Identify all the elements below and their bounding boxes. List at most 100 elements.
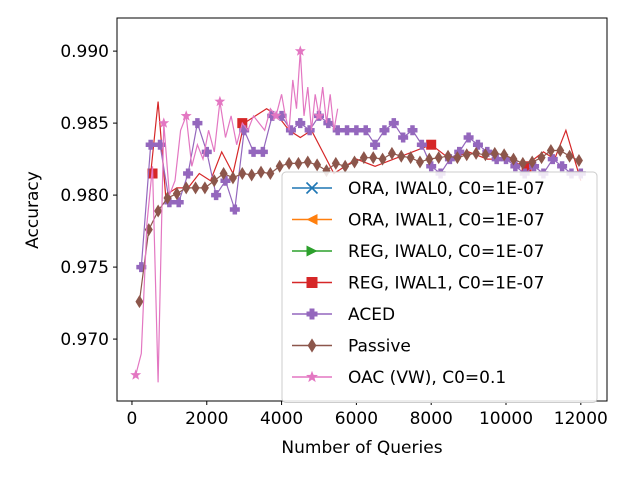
data-point <box>173 197 184 208</box>
legend-marker <box>306 370 318 383</box>
y-tick-label: 0.975 <box>60 258 109 278</box>
data-point <box>398 132 409 143</box>
data-point <box>388 118 399 129</box>
data-point <box>426 139 437 150</box>
data-point <box>574 154 583 168</box>
x-tick-label: 0 <box>127 409 138 429</box>
x-tick-label: 8000 <box>410 409 453 429</box>
legend-box <box>281 171 598 403</box>
data-point <box>379 125 390 136</box>
y-ticks: 0.970 0.975 0.980 0.985 0.990 <box>60 42 117 350</box>
data-point <box>491 154 502 165</box>
data-point <box>472 146 481 160</box>
data-point <box>434 151 443 165</box>
y-tick-label: 0.990 <box>60 42 109 62</box>
legend-item-reg-iwal1-c0-1e-07: REG, IWAL1, C0=1E-07 <box>292 274 544 294</box>
data-point <box>463 132 474 143</box>
data-point <box>229 204 240 215</box>
data-point <box>501 154 512 165</box>
legend-marker <box>306 214 318 225</box>
data-point <box>462 148 471 162</box>
data-point <box>295 118 306 129</box>
data-point <box>155 139 166 150</box>
data-point <box>201 146 212 157</box>
x-tick-label: 6000 <box>335 409 378 429</box>
data-point <box>257 146 268 157</box>
legend-label: REG, IWAL1, C0=1E-07 <box>348 274 544 294</box>
data-point <box>313 110 325 121</box>
legend-item-aced: ACED <box>292 305 395 325</box>
data-point <box>275 159 284 173</box>
legend-label: ORA, IWAL1, C0=1E-07 <box>348 211 545 231</box>
legend-label: ACED <box>348 305 395 325</box>
data-point <box>294 156 303 170</box>
data-point <box>172 187 181 201</box>
data-point <box>331 156 340 170</box>
data-point <box>547 154 558 165</box>
data-point <box>219 167 228 181</box>
data-point <box>453 151 462 165</box>
data-point <box>257 165 266 179</box>
data-point <box>303 155 312 169</box>
data-point <box>276 110 287 121</box>
data-point <box>267 110 278 121</box>
data-point <box>154 204 163 218</box>
x-tick-label: 4000 <box>260 409 303 429</box>
data-point <box>342 125 353 136</box>
data-point <box>472 139 483 150</box>
legend-marker <box>307 338 317 353</box>
x-tick-label: 12000 <box>554 409 608 429</box>
data-point <box>359 151 368 165</box>
x-axis-label: Number of Queries <box>281 438 442 458</box>
x-tick-label: 10000 <box>479 409 533 429</box>
data-point <box>360 125 371 136</box>
series-line <box>135 51 339 383</box>
data-point <box>490 146 499 160</box>
legend: ORA, IWAL0, C0=1E-07 ORA, IWAL1, C0=1E-07… <box>281 171 598 403</box>
data-point <box>397 149 406 163</box>
data-point <box>521 161 532 172</box>
data-point <box>454 146 465 157</box>
data-point <box>509 152 518 166</box>
y-tick-label: 0.985 <box>60 114 109 134</box>
series-oac-vw-c0-0-1 <box>130 45 339 383</box>
data-point <box>313 158 322 172</box>
legend-marker <box>306 277 318 288</box>
data-point <box>239 125 250 136</box>
data-point <box>304 125 315 136</box>
data-point <box>406 151 415 165</box>
x-ticks: 0 2000 4000 6000 8000 10000 12000 <box>127 401 608 429</box>
data-point <box>210 174 219 188</box>
data-point <box>200 181 209 195</box>
data-point <box>180 110 192 121</box>
legend-label: ORA, IWAL0, C0=1E-07 <box>348 179 545 199</box>
data-point <box>425 152 434 166</box>
data-point <box>183 168 194 179</box>
data-point <box>130 369 142 380</box>
data-point <box>145 139 156 150</box>
data-point <box>444 149 453 163</box>
data-point <box>214 95 226 107</box>
data-point <box>546 143 555 157</box>
data-point <box>416 139 427 150</box>
data-point <box>500 148 509 162</box>
data-point <box>481 148 490 162</box>
data-point <box>191 181 200 195</box>
legend-marker <box>305 181 319 195</box>
series-passive <box>135 143 583 309</box>
data-point <box>351 125 362 136</box>
data-point <box>537 151 546 165</box>
data-point <box>270 110 282 121</box>
plot-series <box>130 45 586 383</box>
legend-marker <box>306 308 318 320</box>
legend-item-passive: Passive <box>292 337 411 357</box>
data-point <box>285 125 296 136</box>
data-point <box>323 118 334 129</box>
data-point <box>332 125 343 136</box>
data-point <box>387 146 396 160</box>
data-point <box>220 175 231 186</box>
data-point <box>164 197 175 208</box>
legend-item-ora-iwal0-c0-1e-07: ORA, IWAL0, C0=1E-07 <box>292 179 545 199</box>
data-point <box>158 117 170 128</box>
